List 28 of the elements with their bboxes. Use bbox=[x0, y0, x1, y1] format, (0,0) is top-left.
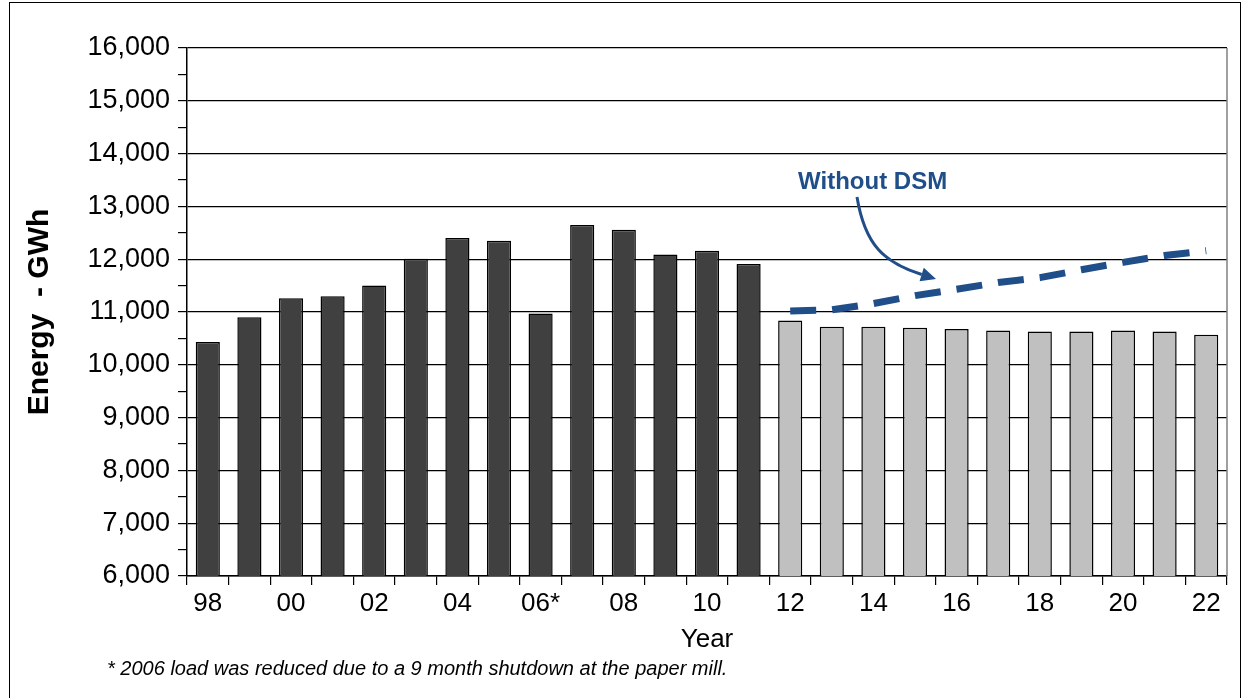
x-tick-label: 00 bbox=[276, 586, 306, 617]
y-tick-label: 12,000 bbox=[87, 242, 170, 273]
x-tick-label: 02 bbox=[359, 586, 389, 617]
text: Without DSM bbox=[798, 166, 948, 194]
y-tick-label: 13,000 bbox=[87, 189, 170, 220]
y-axis-title: Energy - GWh bbox=[21, 208, 55, 416]
x-tick-label: 18 bbox=[1025, 586, 1055, 617]
y-tick-label: 16,000 bbox=[87, 31, 170, 62]
y-tick-label: 8,000 bbox=[102, 453, 170, 484]
y-tick-label: 15,000 bbox=[87, 84, 170, 115]
y-tick-label: 11,000 bbox=[89, 295, 170, 326]
x-tick-label: 10 bbox=[692, 586, 722, 617]
x-tick-label: 20 bbox=[1108, 586, 1138, 617]
x-tick-label: 12 bbox=[775, 586, 805, 617]
y-tick-label: 14,000 bbox=[87, 137, 170, 168]
x-tick-label: 06* bbox=[521, 586, 561, 617]
x-tick-label: 98 bbox=[193, 586, 223, 617]
x-tick-label: 14 bbox=[858, 586, 888, 617]
x-tick-label: 08 bbox=[609, 586, 639, 617]
text: * 2006 load was reduced due to a 9 month shutdown at the paper mill. bbox=[107, 657, 728, 679]
x-tick-label: 22 bbox=[1191, 586, 1221, 617]
x-tick-label: 04 bbox=[442, 586, 472, 617]
y-tick-label: 7,000 bbox=[102, 506, 170, 537]
x-tick-label: 16 bbox=[942, 586, 972, 617]
y-tick-label: 9,000 bbox=[102, 401, 170, 432]
x-axis-title: Year bbox=[680, 622, 734, 653]
y-tick-label: 10,000 bbox=[87, 348, 170, 379]
y-tick-label: 6,000 bbox=[102, 559, 170, 590]
